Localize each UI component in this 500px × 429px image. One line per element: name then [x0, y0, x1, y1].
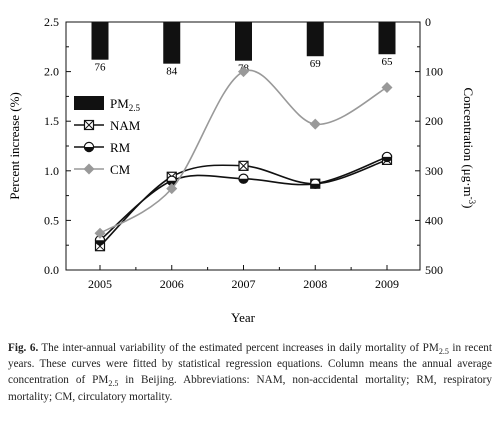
point-rm-fill — [95, 240, 105, 245]
point-cm — [94, 227, 106, 239]
y-axis-right-label-end: ) — [461, 204, 476, 208]
y-axis-right-label-sup: -3 — [467, 197, 477, 205]
bars-layer: 7684786965 — [91, 22, 396, 78]
y-right-tick-label: 400 — [425, 213, 443, 227]
figure-caption: Fig. 6. The inter-annual variability of t… — [8, 340, 492, 405]
legend-marker-rm-fill — [84, 147, 94, 152]
caption-text-1: The inter-annual variability of the esti… — [41, 342, 439, 354]
legend-label-rm: RM — [110, 140, 131, 155]
point-cm — [166, 183, 178, 195]
bar-value-label: 65 — [382, 56, 394, 68]
y-left-tick-label: 2.0 — [44, 65, 59, 79]
caption-lead: Fig. 6. — [8, 342, 39, 354]
chart: 7684786965 0.00.51.01.52.02.501002003004… — [7, 15, 477, 325]
series-line-nam — [99, 159, 388, 247]
point-cm — [309, 118, 321, 130]
y-right-tick-label: 300 — [425, 164, 443, 178]
axis-labels: Year Percent increase (%) Concentration … — [7, 88, 477, 325]
point-rm-fill — [382, 156, 392, 162]
x-tick-label: 2009 — [375, 277, 399, 291]
y-axis-right-label: Concentration (μg·m-3) — [461, 88, 477, 209]
bar-value-label: 69 — [310, 58, 322, 70]
y-right-tick-label: 0 — [425, 15, 431, 29]
y-left-tick-label: 0.0 — [44, 263, 59, 277]
caption-text-3: in Beijing. Abbreviations: NAM, non-acci… — [8, 374, 492, 403]
y-left-tick-label: 1.0 — [44, 164, 59, 178]
y-right-tick-label: 500 — [425, 263, 443, 277]
ticks-layer: 0.0 0.5 1.0 1.5 2.0 2.5 0 100 200 300 400 500 2005 20… — [44, 15, 443, 291]
bar — [91, 22, 109, 60]
y-axis-right-label-main: Concentration (μg·m — [461, 88, 476, 197]
y-right-tick-label: 200 — [425, 114, 443, 128]
series-line-cm — [99, 69, 388, 234]
point-rm-fill — [167, 180, 177, 186]
x-axis-label: Year — [231, 310, 256, 325]
legend-label-pm25: PM2.5 — [110, 96, 141, 113]
legend-marker-cm — [83, 163, 95, 175]
bar-value-label: 84 — [166, 66, 178, 78]
legend-label-pm25-sub: 2.5 — [129, 103, 141, 113]
y-axis-left-label: Percent increase (%) — [7, 92, 22, 200]
legend-swatch-pm25 — [74, 96, 104, 110]
legend-marker-nam-cross-b — [84, 120, 94, 130]
legend-label-cm: CM — [110, 162, 131, 177]
legend-label-nam: NAM — [110, 118, 141, 133]
point-cm — [238, 66, 249, 78]
bar — [163, 22, 181, 64]
x-tick-label: 2005 — [88, 277, 112, 291]
bar — [306, 22, 324, 57]
legend-label-pm25-main: PM — [110, 96, 129, 111]
y-left-tick-label: 1.5 — [44, 114, 59, 128]
legend: PM2.5 NAM RM CM — [74, 96, 141, 177]
bar — [378, 22, 396, 55]
lines-layer — [94, 66, 393, 252]
caption-text-2: in recent years. These curves were fitte… — [8, 342, 492, 387]
caption-sub-1: 2.5 — [438, 347, 449, 357]
point-rm-fill — [310, 183, 320, 189]
x-tick-label: 2007 — [232, 277, 256, 291]
x-tick-label: 2006 — [160, 277, 184, 291]
point-cm — [381, 81, 393, 93]
y-left-tick-label: 0.5 — [44, 213, 59, 227]
caption-sub-2: 2.5 — [108, 379, 119, 389]
y-left-tick-label: 2.5 — [44, 15, 59, 29]
point-rm-fill — [238, 178, 249, 184]
x-tick-label: 2008 — [303, 277, 327, 291]
bar-value-label: 76 — [95, 62, 107, 74]
bar — [235, 22, 252, 61]
y-right-tick-label: 100 — [425, 65, 443, 79]
point-nam-cross-b — [238, 160, 249, 171]
